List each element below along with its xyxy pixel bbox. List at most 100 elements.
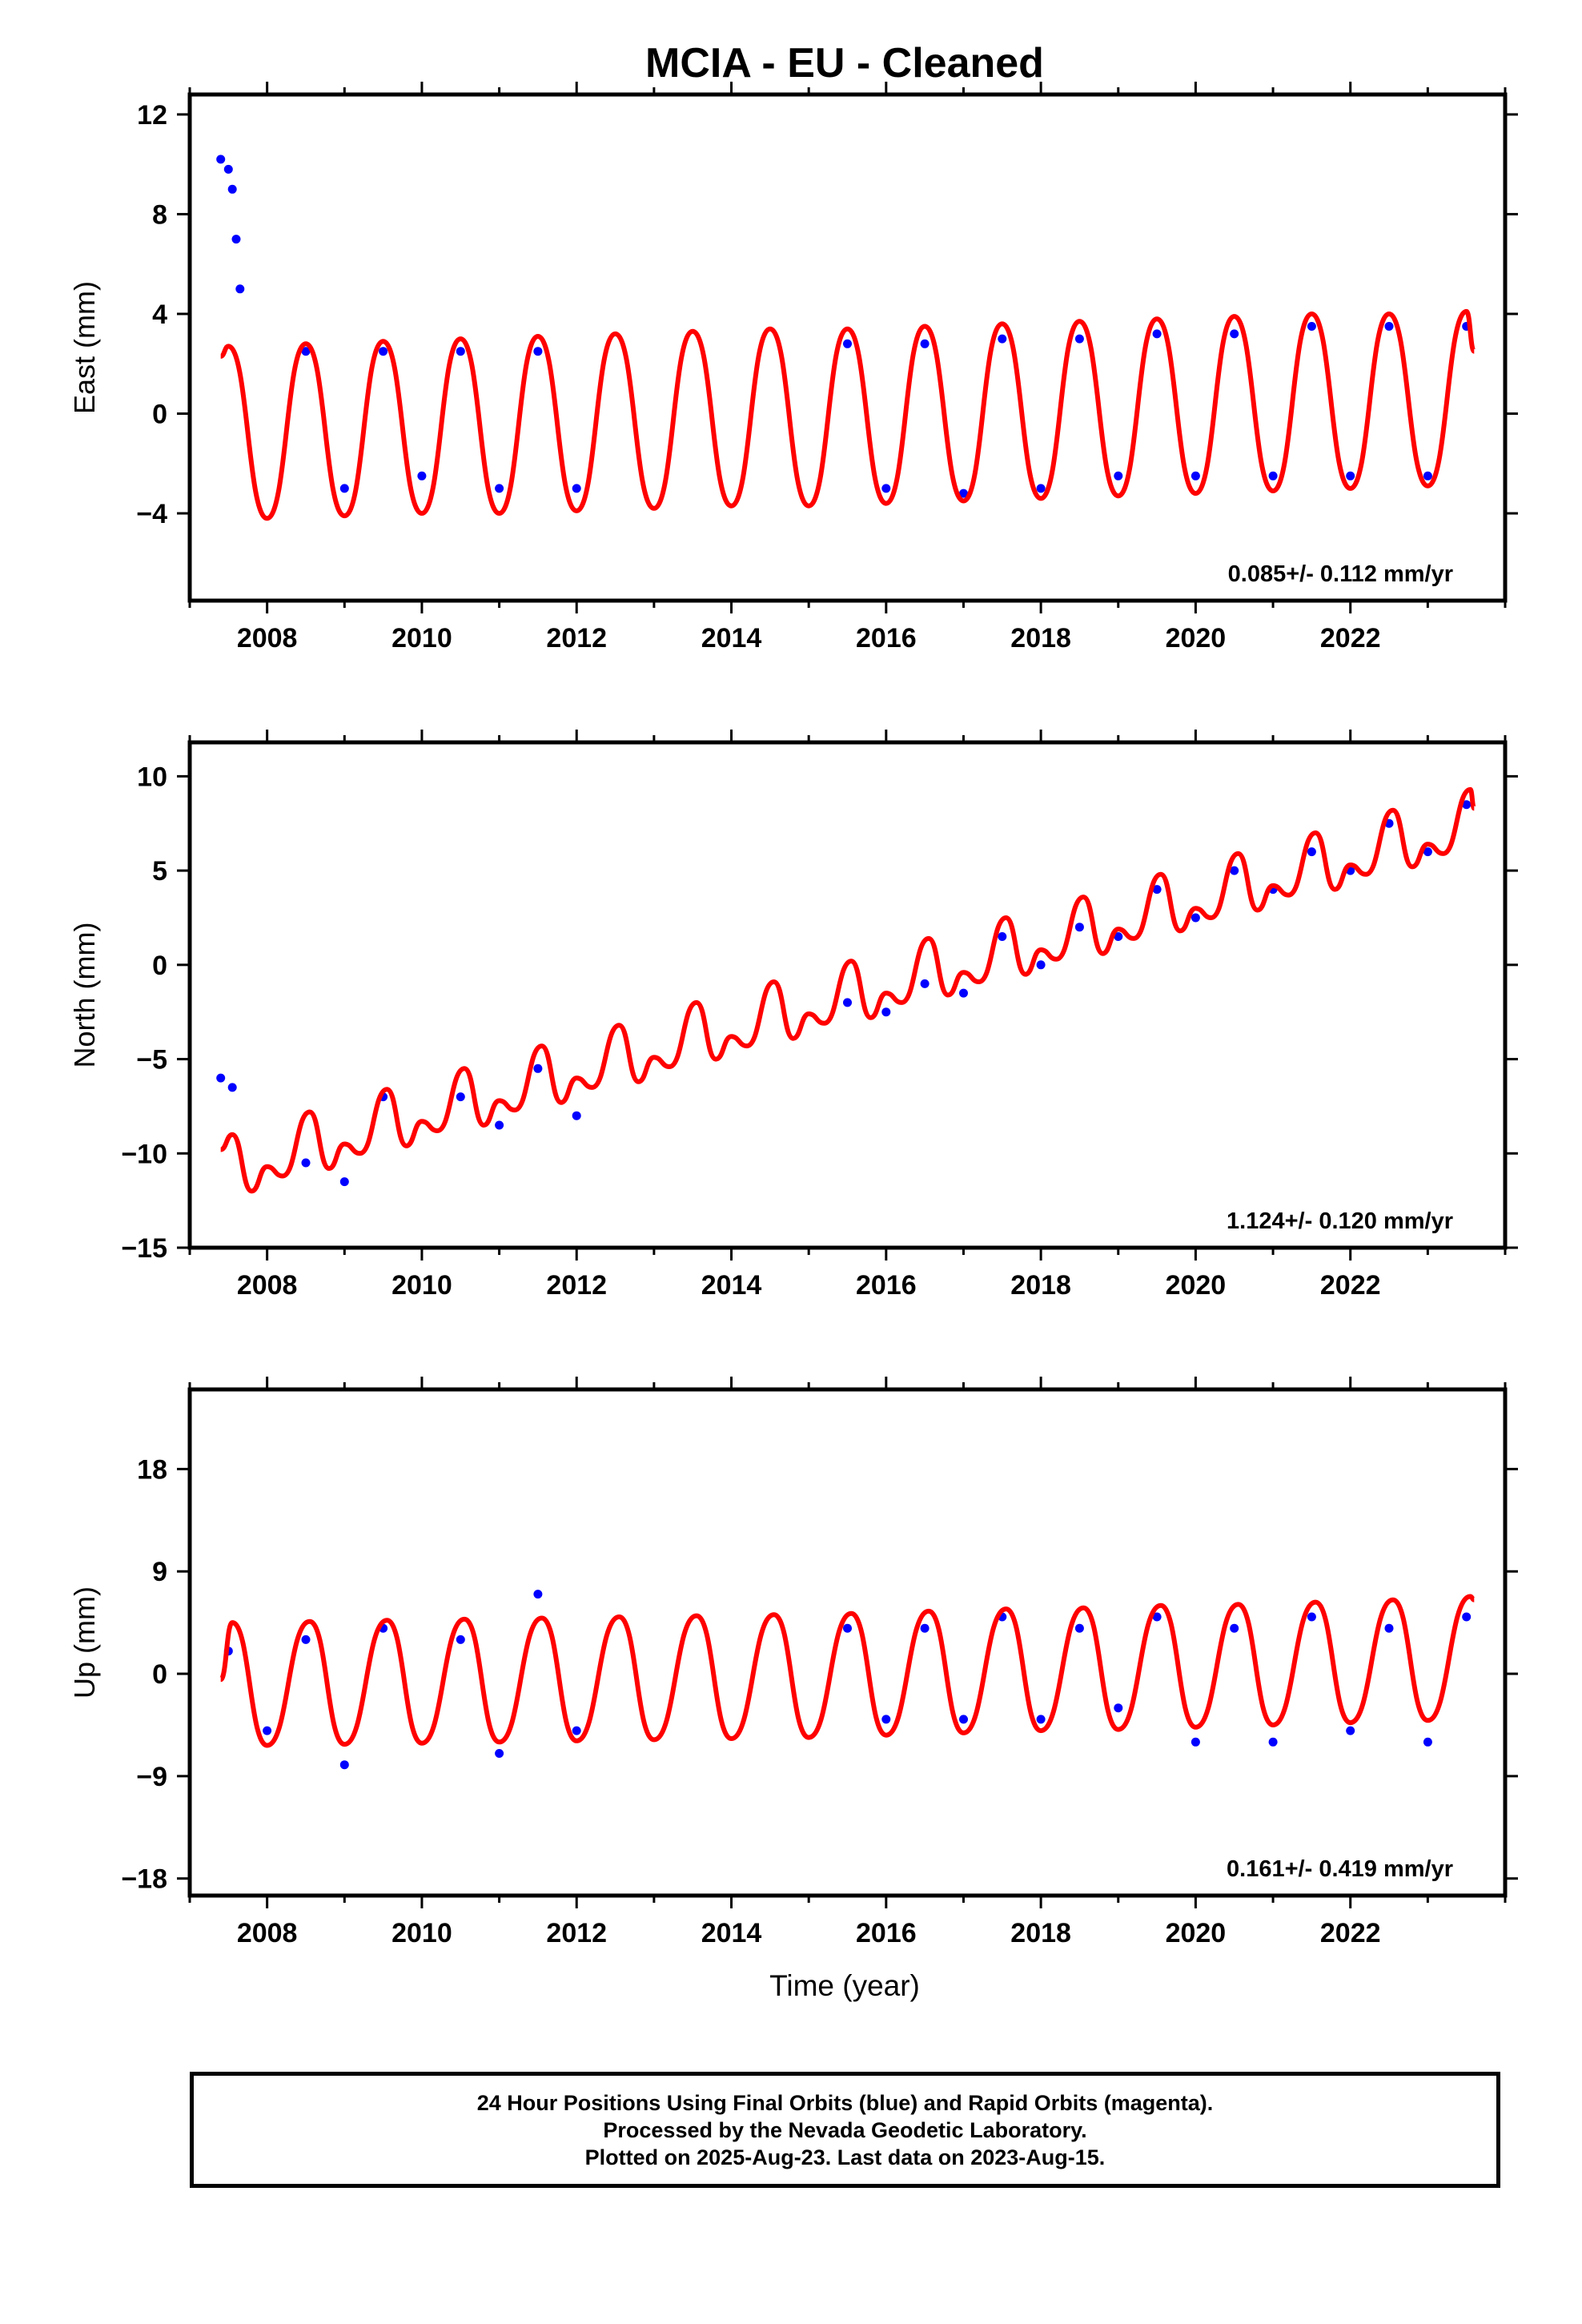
east-data-point: [1346, 471, 1355, 480]
up-data-point: [1268, 1737, 1278, 1747]
up-data-point: [263, 1726, 272, 1735]
north-data-point: [1152, 885, 1162, 895]
east-data-point: [998, 334, 1007, 344]
up-data-point: [1230, 1623, 1239, 1633]
x-tick-label: 2014: [701, 1270, 762, 1301]
y-tick-label: −5: [136, 1045, 167, 1076]
panel-up: 2008 2010 2012 2014 2016 2018 2020 2022 −18 −9 0 9 1…: [68, 1377, 1518, 1948]
y-tick-label: 0: [152, 1659, 167, 1690]
up-data-point: [1114, 1703, 1123, 1713]
up-data-point: [572, 1726, 581, 1735]
east-data-point: [959, 489, 968, 498]
x-tick-label: 2022: [1320, 1918, 1381, 1948]
x-tick-label: 2008: [237, 623, 298, 653]
x-tick-label: 2020: [1166, 1918, 1227, 1948]
north-data-point: [1191, 913, 1200, 923]
east-data-point: [235, 284, 245, 294]
up-data-point: [1462, 1612, 1472, 1622]
north-data-point: [1036, 960, 1046, 970]
east-data-point: [1074, 334, 1084, 344]
north-data-point: [495, 1120, 504, 1130]
y-tick-label: −9: [136, 1762, 167, 1792]
up-data-point: [301, 1634, 311, 1644]
x-tick-label: 2014: [701, 623, 762, 653]
y-tick-label: 4: [152, 300, 167, 330]
up-data-point: [1191, 1737, 1200, 1747]
north-plot-frame: [187, 740, 1508, 1250]
east-data-point: [572, 484, 581, 493]
north-observations: [216, 800, 1472, 1187]
east-axis-label: East (mm): [68, 281, 101, 414]
east-data-point: [1268, 471, 1278, 480]
north-data-point: [959, 988, 968, 998]
x-tick-label: 2010: [391, 623, 452, 653]
x-tick-label: 2018: [1010, 1270, 1071, 1301]
up-data-point: [843, 1623, 852, 1633]
north-data-point: [1230, 866, 1239, 875]
x-tick-label: 2022: [1320, 623, 1381, 653]
up-data-point: [881, 1715, 891, 1724]
east-model-curve: [219, 308, 1477, 521]
north-data-point: [533, 1063, 543, 1073]
x-tick-label: 2016: [856, 1270, 917, 1301]
east-data-point: [1384, 322, 1394, 331]
panel-east: 2008 2010 2012 2014 2016 2018 2020 2022 −4 0 4 8 12 E…: [68, 82, 1518, 653]
x-tick-label: 2010: [391, 1270, 452, 1301]
east-data-point: [1152, 329, 1162, 339]
north-data-point: [301, 1158, 311, 1168]
north-data-point: [1074, 923, 1084, 932]
east-data-point: [1114, 471, 1123, 480]
up-data-point: [533, 1590, 543, 1599]
east-data-point: [231, 235, 241, 244]
x-tick-label: 2020: [1166, 1270, 1227, 1301]
y-tick-label: 12: [137, 100, 167, 131]
up-data-point: [1423, 1737, 1432, 1747]
east-data-point: [533, 347, 543, 356]
up-data-point: [920, 1623, 930, 1633]
east-data-point: [227, 184, 237, 194]
east-data-point: [881, 484, 891, 493]
east-data-point: [920, 339, 930, 348]
y-tick-label: −10: [121, 1139, 167, 1169]
north-data-point: [227, 1083, 237, 1092]
east-data-point: [495, 484, 504, 493]
north-data-point: [1307, 847, 1316, 857]
up-data-point: [1152, 1612, 1162, 1622]
north-axis-label: North (mm): [68, 923, 101, 1068]
north-data-point: [1114, 932, 1123, 941]
north-data-point: [572, 1111, 581, 1120]
x-tick-label: 2016: [856, 623, 917, 653]
east-rate-label: 0.085+/- 0.112 mm/yr: [1228, 561, 1453, 587]
up-rate-label: 0.161+/- 0.419 mm/yr: [1227, 1856, 1453, 1882]
panel-north: 2008 2010 2012 2014 2016 2018 2020 2022 −15 −10 −5…: [68, 730, 1518, 1301]
y-tick-label: −15: [121, 1233, 167, 1264]
north-data-point: [1423, 847, 1432, 857]
up-data-point: [1074, 1623, 1084, 1633]
y-tick-label: −4: [136, 499, 167, 529]
up-data-point: [495, 1749, 504, 1758]
x-tick-label: 2016: [856, 1918, 917, 1948]
east-data-point: [301, 347, 311, 356]
up-data-point: [339, 1760, 349, 1770]
x-tick-label: 2022: [1320, 1270, 1381, 1301]
north-data-point: [1462, 800, 1472, 810]
x-tick-label: 2008: [237, 1918, 298, 1948]
east-data-point: [417, 471, 427, 480]
x-tick-label: 2018: [1010, 623, 1071, 653]
up-model-curve: [218, 1594, 1476, 1748]
y-tick-label: −18: [121, 1864, 167, 1895]
x-tick-label: 2020: [1166, 623, 1227, 653]
east-data-point: [1036, 484, 1046, 493]
east-data-point: [1230, 329, 1239, 339]
up-data-point: [1307, 1612, 1316, 1622]
north-data-point: [216, 1073, 226, 1083]
east-data-point: [1307, 322, 1316, 331]
y-tick-label: 10: [137, 762, 167, 792]
x-tick-label: 2012: [546, 1918, 607, 1948]
x-tick-label: 2018: [1010, 1918, 1071, 1948]
up-axis-label: Up (mm): [68, 1586, 101, 1699]
north-data-point: [456, 1092, 465, 1102]
footer-caption-box: 24 Hour Positions Using Final Orbits (bl…: [190, 2072, 1500, 2188]
up-data-point: [456, 1634, 465, 1644]
east-plot-frame: [187, 92, 1508, 603]
